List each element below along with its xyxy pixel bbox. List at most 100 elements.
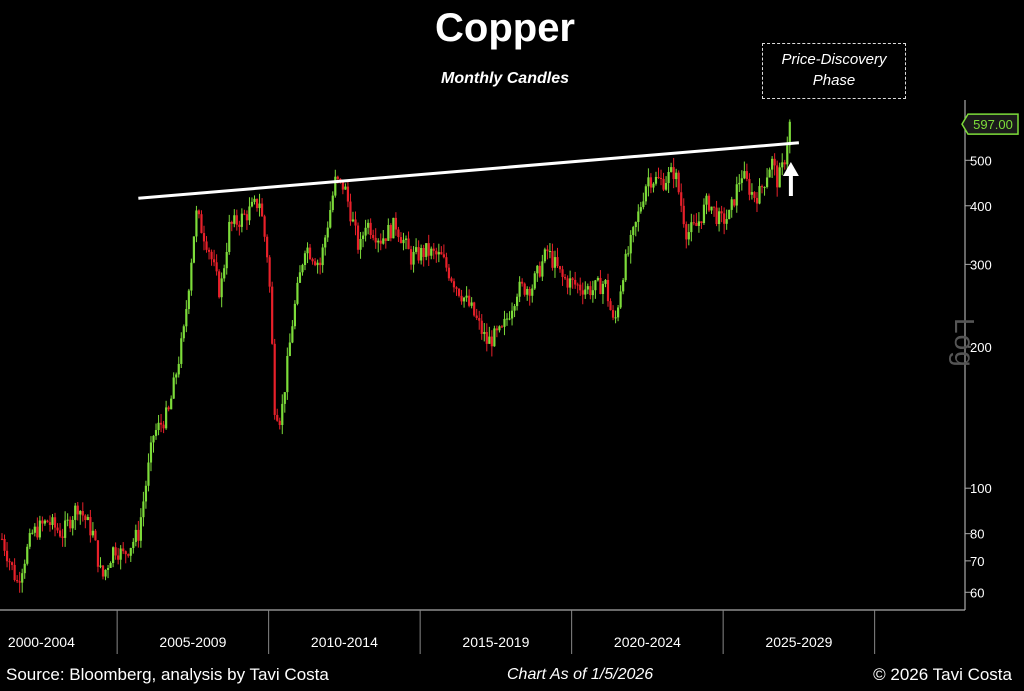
y-tick-label: 400: [970, 199, 992, 214]
candle: [144, 480, 148, 509]
candle: [182, 324, 185, 342]
candle: [8, 558, 11, 571]
candle: [700, 221, 703, 230]
candle: [89, 509, 92, 543]
copyright-text: © 2026 Tavi Costa: [873, 665, 1012, 684]
candle: [493, 325, 496, 347]
candle: [167, 405, 170, 412]
candle: [79, 510, 82, 525]
candle: [228, 214, 231, 255]
candle: [202, 225, 206, 251]
candle: [200, 210, 203, 234]
candle: [508, 311, 511, 321]
candle: [389, 223, 392, 242]
candle: [301, 263, 304, 276]
last-price-label: 597.00: [973, 117, 1013, 132]
candle: [387, 218, 390, 241]
candle: [758, 178, 761, 205]
candle: [177, 356, 180, 378]
candle: [303, 250, 307, 271]
candle: [584, 281, 587, 299]
candle: [427, 234, 430, 267]
candle: [664, 176, 668, 191]
candle: [58, 523, 62, 538]
candle: [523, 282, 526, 297]
candle: [394, 212, 397, 236]
candle: [117, 547, 120, 565]
candle: [430, 246, 433, 260]
candle: [718, 207, 721, 232]
candle: [367, 219, 370, 235]
candle: [480, 314, 483, 340]
candles-group: [0, 119, 800, 593]
candle: [417, 240, 420, 264]
candle: [670, 162, 673, 173]
candle: [518, 276, 521, 303]
candle: [622, 277, 625, 295]
candle: [43, 519, 47, 526]
candle: [531, 284, 534, 303]
candle: [402, 232, 405, 251]
candle: [109, 561, 112, 568]
candle: [157, 414, 160, 436]
candle: [21, 568, 24, 593]
candle: [675, 168, 678, 188]
candle: [91, 522, 94, 538]
candle: [609, 298, 612, 311]
candle: [273, 338, 276, 420]
candle: [516, 293, 519, 311]
x-tick-label: 2000-2004: [8, 634, 75, 650]
candle: [657, 167, 660, 179]
candle: [695, 213, 698, 227]
candle: [159, 413, 163, 433]
candle: [500, 324, 504, 329]
candle: [129, 547, 132, 562]
candle: [606, 273, 610, 307]
candle: [278, 417, 281, 430]
candle: [574, 271, 577, 289]
candle: [192, 236, 195, 264]
candle: [94, 529, 97, 541]
candle: [465, 286, 468, 302]
candle: [505, 313, 509, 326]
candle: [139, 508, 142, 548]
candle: [187, 288, 190, 315]
candle: [134, 524, 137, 547]
candle: [114, 542, 117, 560]
candle: [495, 325, 498, 338]
candle: [720, 205, 723, 223]
candle: [149, 436, 153, 472]
candle: [152, 435, 155, 453]
y-tick-label: 500: [970, 153, 992, 168]
candle: [84, 514, 87, 529]
candle: [235, 209, 238, 231]
candle: [104, 569, 107, 581]
candle: [498, 325, 501, 333]
candle: [172, 372, 175, 399]
candle: [488, 326, 491, 344]
candle: [596, 276, 599, 282]
candle: [354, 211, 357, 236]
candle: [263, 214, 266, 242]
candle: [74, 502, 77, 530]
candle: [604, 279, 607, 288]
candle: [233, 209, 236, 228]
y-tick-label: 200: [970, 340, 992, 355]
candle: [561, 265, 564, 286]
candle: [258, 193, 261, 217]
resistance-trendline: [138, 141, 800, 200]
candle: [541, 254, 544, 282]
candle: [468, 289, 471, 308]
candle: [142, 491, 145, 527]
candle: [776, 160, 779, 197]
candle: [581, 282, 584, 305]
candle: [76, 501, 79, 521]
candle: [589, 281, 592, 300]
candle: [740, 170, 743, 191]
candle: [415, 238, 418, 255]
candle: [735, 176, 738, 213]
candle: [61, 528, 64, 547]
candle: [460, 289, 463, 305]
candle: [437, 243, 440, 263]
